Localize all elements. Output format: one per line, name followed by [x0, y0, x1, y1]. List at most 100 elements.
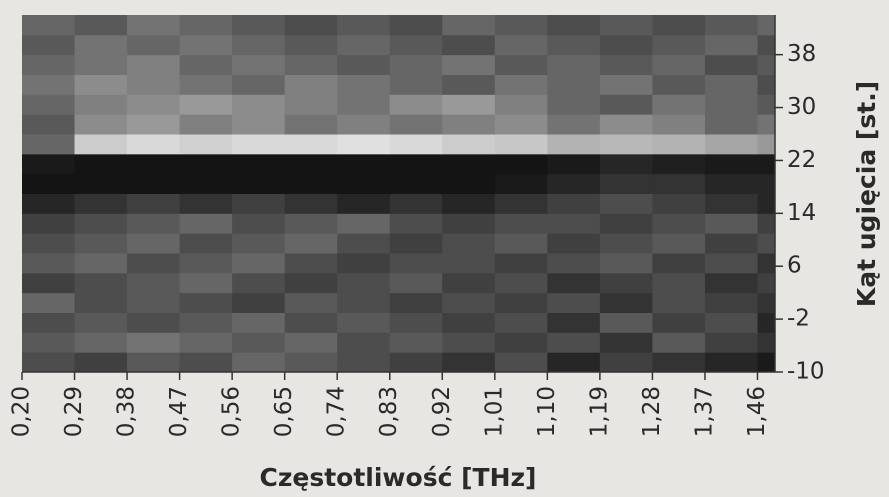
heatmap-cell — [389, 213, 443, 234]
heatmap-cell — [337, 94, 391, 115]
heatmap-cell — [389, 272, 443, 294]
heatmap-cell — [547, 193, 601, 214]
heatmap-cell — [232, 54, 286, 75]
heatmap-cell — [652, 34, 706, 56]
heatmap-cell — [547, 15, 601, 36]
heatmap-cell — [284, 15, 338, 36]
heatmap-cell — [599, 253, 653, 274]
heatmap-cell — [179, 272, 233, 294]
heatmap-cell — [232, 193, 286, 214]
heatmap-cell — [389, 54, 443, 75]
heatmap-cell — [74, 332, 128, 353]
heatmap-cell — [284, 34, 338, 56]
heatmap-cell — [284, 114, 338, 135]
heatmap-cell — [284, 253, 338, 274]
heatmap-cell — [494, 134, 548, 155]
heatmap-cell — [704, 193, 758, 214]
heatmap-cell — [74, 153, 128, 175]
heatmap-cell — [22, 134, 76, 155]
heatmap-cell — [337, 253, 391, 274]
heatmap-cell — [494, 193, 548, 214]
heatmap-cell — [547, 233, 601, 254]
heatmap-cell — [22, 153, 76, 175]
heatmap-cell — [22, 54, 76, 75]
heatmap-cell — [599, 74, 653, 95]
heatmap-cell — [389, 114, 443, 135]
heatmap-cell — [22, 94, 76, 115]
heatmap-cell — [599, 94, 653, 115]
heatmap-cell — [232, 253, 286, 274]
heatmap-cell — [22, 74, 76, 95]
heatmap-cell — [74, 94, 128, 115]
heatmap-cell — [337, 193, 391, 214]
heatmap-cell — [389, 332, 443, 353]
heatmap-cell — [74, 34, 128, 56]
heatmap-cell — [22, 233, 76, 254]
heatmap-cell — [389, 134, 443, 155]
heatmap-cell — [284, 153, 338, 175]
heatmap-cell — [442, 292, 496, 313]
heatmap-cell — [179, 54, 233, 75]
heatmap-cell — [652, 213, 706, 234]
heatmap-cell — [757, 153, 776, 175]
heatmap-cell — [547, 292, 601, 313]
x-tick-label: 0,83 — [376, 386, 402, 437]
heatmap-cell — [494, 312, 548, 333]
heatmap-cell — [337, 272, 391, 294]
heatmap-cell — [127, 332, 181, 353]
heatmap-cell — [74, 193, 128, 214]
heatmap-cell — [442, 54, 496, 75]
heatmap-cell — [389, 34, 443, 56]
heatmap-cell — [494, 114, 548, 135]
heatmap-cell — [442, 312, 496, 333]
heatmap-cell — [494, 292, 548, 313]
heatmap-cell — [704, 153, 758, 175]
heatmap-cell — [704, 114, 758, 135]
heatmap-cell — [74, 292, 128, 313]
heatmap-cell — [337, 15, 391, 36]
heatmap-cell — [599, 34, 653, 56]
heatmap-cell — [179, 233, 233, 254]
heatmap-cell — [337, 332, 391, 353]
heatmap-cell — [599, 134, 653, 155]
heatmap-cell — [179, 352, 233, 373]
heatmap-cell — [757, 332, 776, 353]
heatmap-cell — [22, 173, 76, 194]
y-tick-label: 38 — [787, 41, 816, 67]
x-axis-label: Częstotliwość [THz] — [259, 463, 536, 492]
heatmap-cell — [389, 352, 443, 373]
heatmap-cell — [22, 253, 76, 274]
heatmap-cell — [442, 332, 496, 353]
heatmap-cell — [74, 213, 128, 234]
heatmap-cell — [599, 332, 653, 353]
heatmap-cell — [232, 74, 286, 95]
heatmap-cell — [442, 134, 496, 155]
x-tick-label: 1,28 — [639, 386, 665, 437]
heatmap-cell — [74, 253, 128, 274]
y-tick-label: 6 — [787, 253, 802, 279]
heatmap-cell — [179, 134, 233, 155]
heatmap-cell — [232, 312, 286, 333]
heatmap-cell — [442, 253, 496, 274]
heatmap-cell — [599, 272, 653, 294]
heatmap-cell — [22, 272, 76, 294]
heatmap-cell — [74, 15, 128, 36]
heatmap-cell — [442, 352, 496, 373]
heatmap-cell — [337, 352, 391, 373]
heatmap-cell — [179, 34, 233, 56]
x-tick-label: 1,10 — [534, 386, 560, 437]
x-tick-label: 0,92 — [429, 386, 455, 437]
heatmap-cell — [232, 94, 286, 115]
heatmap-cell — [232, 292, 286, 313]
x-tick-label: 1,46 — [744, 386, 770, 437]
heatmap-cell — [284, 173, 338, 194]
heatmap-cell — [704, 54, 758, 75]
heatmap-cell — [757, 134, 776, 155]
heatmap-cell — [232, 114, 286, 135]
heatmap-cell — [337, 114, 391, 135]
heatmap-cell — [74, 54, 128, 75]
heatmap-cell — [284, 233, 338, 254]
heatmap-cell — [599, 213, 653, 234]
heatmap-cell — [284, 332, 338, 353]
